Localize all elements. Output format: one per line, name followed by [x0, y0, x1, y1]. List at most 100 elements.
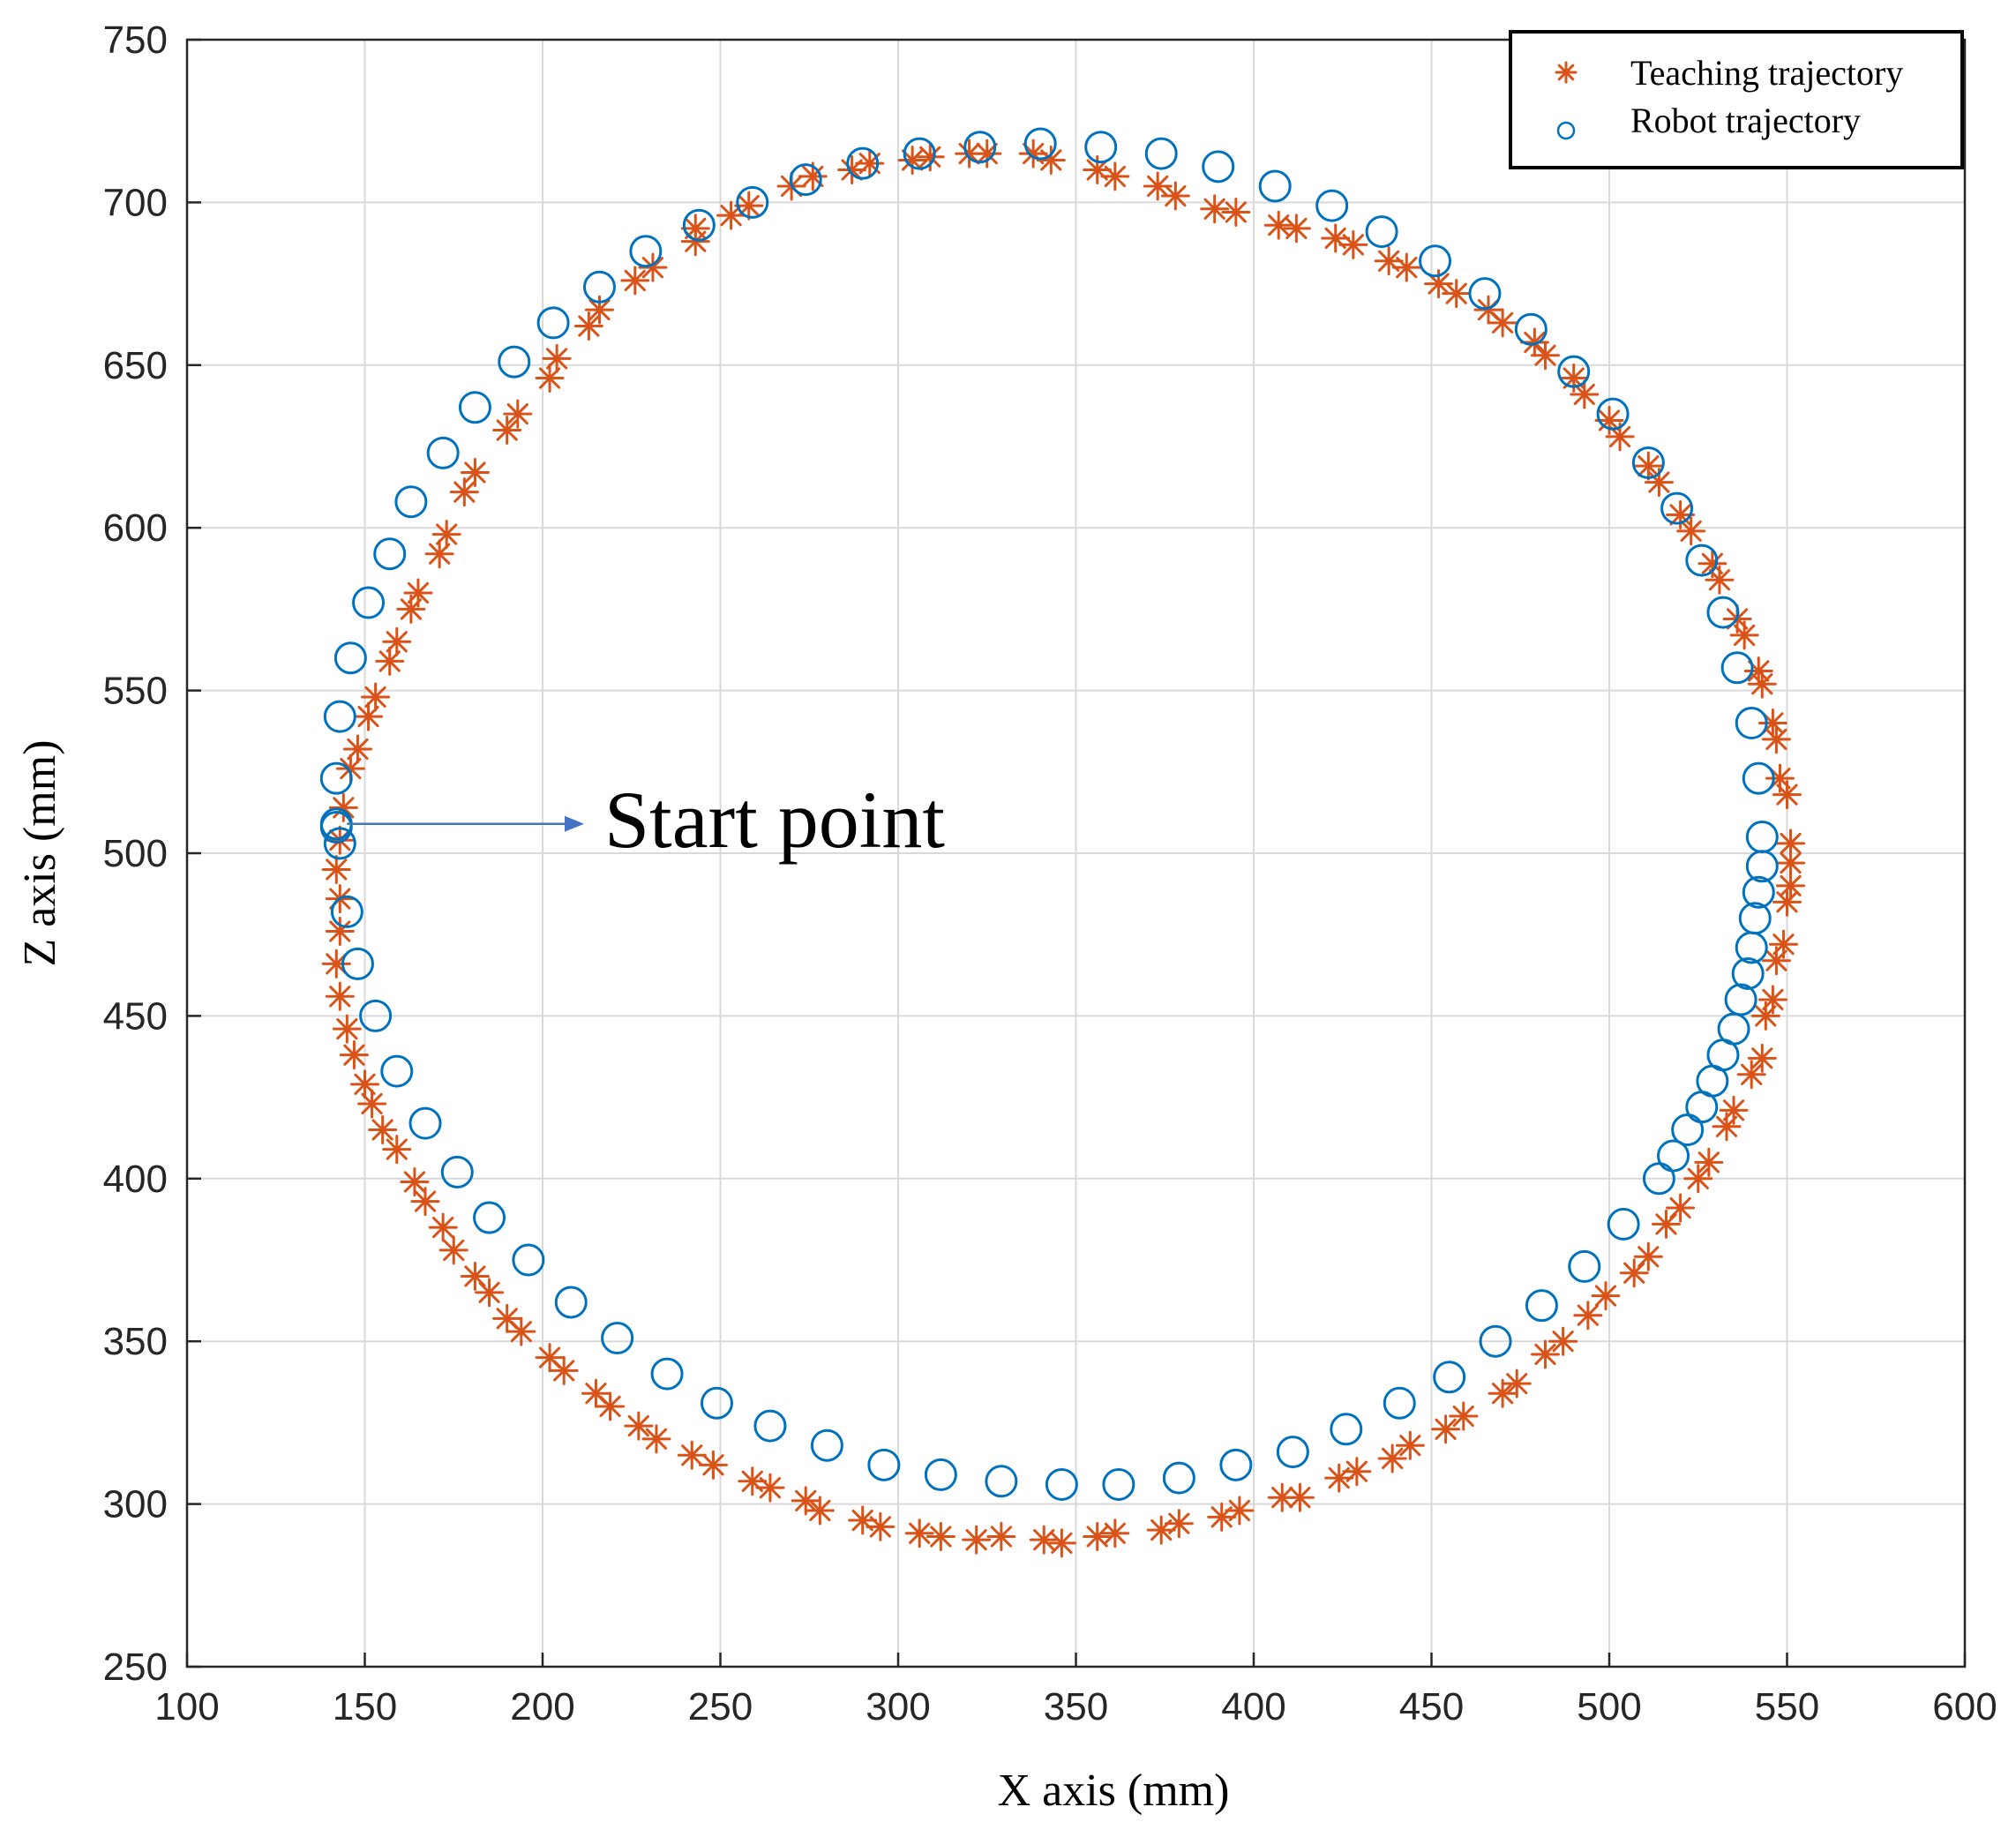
tick-labels: 100 150 200 250 300 350 400 450 500 550 600 250 300 3…	[103, 19, 1997, 1728]
x-tick-label: 450	[1399, 1685, 1464, 1728]
robot-point	[846, 146, 880, 180]
robot-point	[319, 761, 353, 795]
teaching-point	[1164, 1509, 1194, 1539]
x-tick-label: 300	[866, 1685, 930, 1728]
teaching-point	[1036, 145, 1066, 175]
robot-point	[1642, 1162, 1675, 1196]
teaching-point	[986, 1521, 1016, 1551]
teaching-point	[848, 1505, 878, 1535]
teaching-point	[624, 1411, 654, 1441]
robot-point	[319, 810, 353, 844]
legend-asterisk	[1555, 61, 1578, 84]
teaching-point	[1651, 1209, 1681, 1239]
robot-point	[1735, 931, 1768, 964]
teaching-point	[904, 1518, 934, 1548]
teaching-point	[596, 1391, 626, 1421]
robot-point	[924, 1458, 957, 1491]
teaching-point	[1676, 516, 1706, 546]
teaching-point	[755, 1473, 785, 1503]
teaching-point	[503, 399, 533, 429]
teaching-point	[1694, 1147, 1724, 1177]
robot-point	[1315, 189, 1349, 222]
teaching-point	[475, 1278, 505, 1308]
teaching-point	[1519, 327, 1549, 357]
teaching-point	[1083, 155, 1113, 185]
teaching-point	[573, 311, 603, 341]
teaching-point	[1281, 214, 1311, 244]
robot-point	[736, 185, 769, 219]
start-point-arrowhead	[565, 815, 584, 832]
robot-point	[1631, 446, 1665, 479]
teaching-point	[1263, 210, 1293, 240]
robot-point	[985, 1465, 1018, 1498]
robot-point	[341, 947, 374, 980]
start-point-annotation: Start point	[347, 775, 945, 865]
teaching-point	[1768, 929, 1798, 959]
robot-point	[1144, 137, 1178, 170]
robot-point	[1735, 706, 1768, 739]
teaching-point	[1221, 197, 1251, 227]
robot-point	[1671, 1113, 1705, 1146]
teaching-point	[460, 458, 490, 488]
robot-point	[359, 999, 393, 1032]
teaching-point	[325, 981, 355, 1011]
robot-point	[1433, 1361, 1466, 1394]
robot-point	[601, 1322, 634, 1355]
teaching-point	[1285, 1482, 1315, 1512]
teaching-point	[1431, 1414, 1461, 1444]
y-tick-label: 750	[103, 19, 168, 62]
teaching-point	[1338, 229, 1368, 259]
teaching-point	[357, 1089, 387, 1119]
robot-point	[1219, 1448, 1253, 1481]
grid	[187, 40, 1965, 1667]
robot-point	[963, 131, 997, 164]
legend-label-robot: Robot trajectory	[1630, 101, 1861, 140]
teaching-point	[431, 520, 461, 550]
robot-point	[682, 208, 716, 242]
robot-point	[1557, 355, 1591, 388]
teaching-point	[1029, 1525, 1059, 1555]
teaching-point	[535, 1343, 565, 1373]
robot-point	[1607, 1207, 1640, 1241]
teaching-point	[1747, 1043, 1777, 1073]
teaching-point	[1570, 379, 1600, 409]
teaching-point	[460, 1261, 490, 1291]
teaching-point	[382, 1135, 412, 1165]
teaching-point	[620, 266, 650, 296]
robot-point	[1084, 131, 1118, 164]
y-tick-label: 350	[103, 1320, 168, 1363]
teaching-point	[581, 1378, 611, 1408]
teaching-point	[1765, 763, 1795, 793]
robot-point	[1685, 1091, 1719, 1124]
robot-point	[1468, 277, 1502, 311]
teaching-point	[677, 1440, 707, 1470]
robot-point	[1706, 596, 1740, 629]
robot-point	[650, 1357, 684, 1391]
x-tick-label: 500	[1577, 1685, 1641, 1728]
teaching-point	[375, 646, 405, 676]
robot-point	[1202, 150, 1235, 184]
teaching-point	[1591, 1281, 1621, 1311]
robot-point	[512, 1243, 545, 1277]
robot-point	[1514, 312, 1548, 346]
y-tick-label: 700	[103, 181, 168, 224]
x-tick-label: 200	[510, 1685, 574, 1728]
teaching-point	[855, 148, 885, 178]
teaching-point	[424, 539, 454, 569]
teaching-point	[535, 364, 565, 394]
teaching-point	[382, 626, 412, 656]
teaching-point	[955, 139, 985, 169]
robot-point	[440, 1155, 474, 1188]
y-tick-label: 650	[103, 344, 168, 387]
teaching-point	[321, 948, 351, 978]
teaching-point	[542, 343, 572, 373]
legend-label-teaching: Teaching trajectory	[1630, 53, 1903, 93]
teaching-point	[1573, 1301, 1603, 1331]
teaching-point	[716, 200, 746, 230]
teaching-point	[1757, 985, 1787, 1015]
robot-point	[1045, 1467, 1078, 1501]
robot-point	[1742, 875, 1775, 909]
robot-point	[1276, 1436, 1309, 1469]
robot-point	[394, 485, 428, 519]
teaching-point	[791, 1486, 821, 1516]
